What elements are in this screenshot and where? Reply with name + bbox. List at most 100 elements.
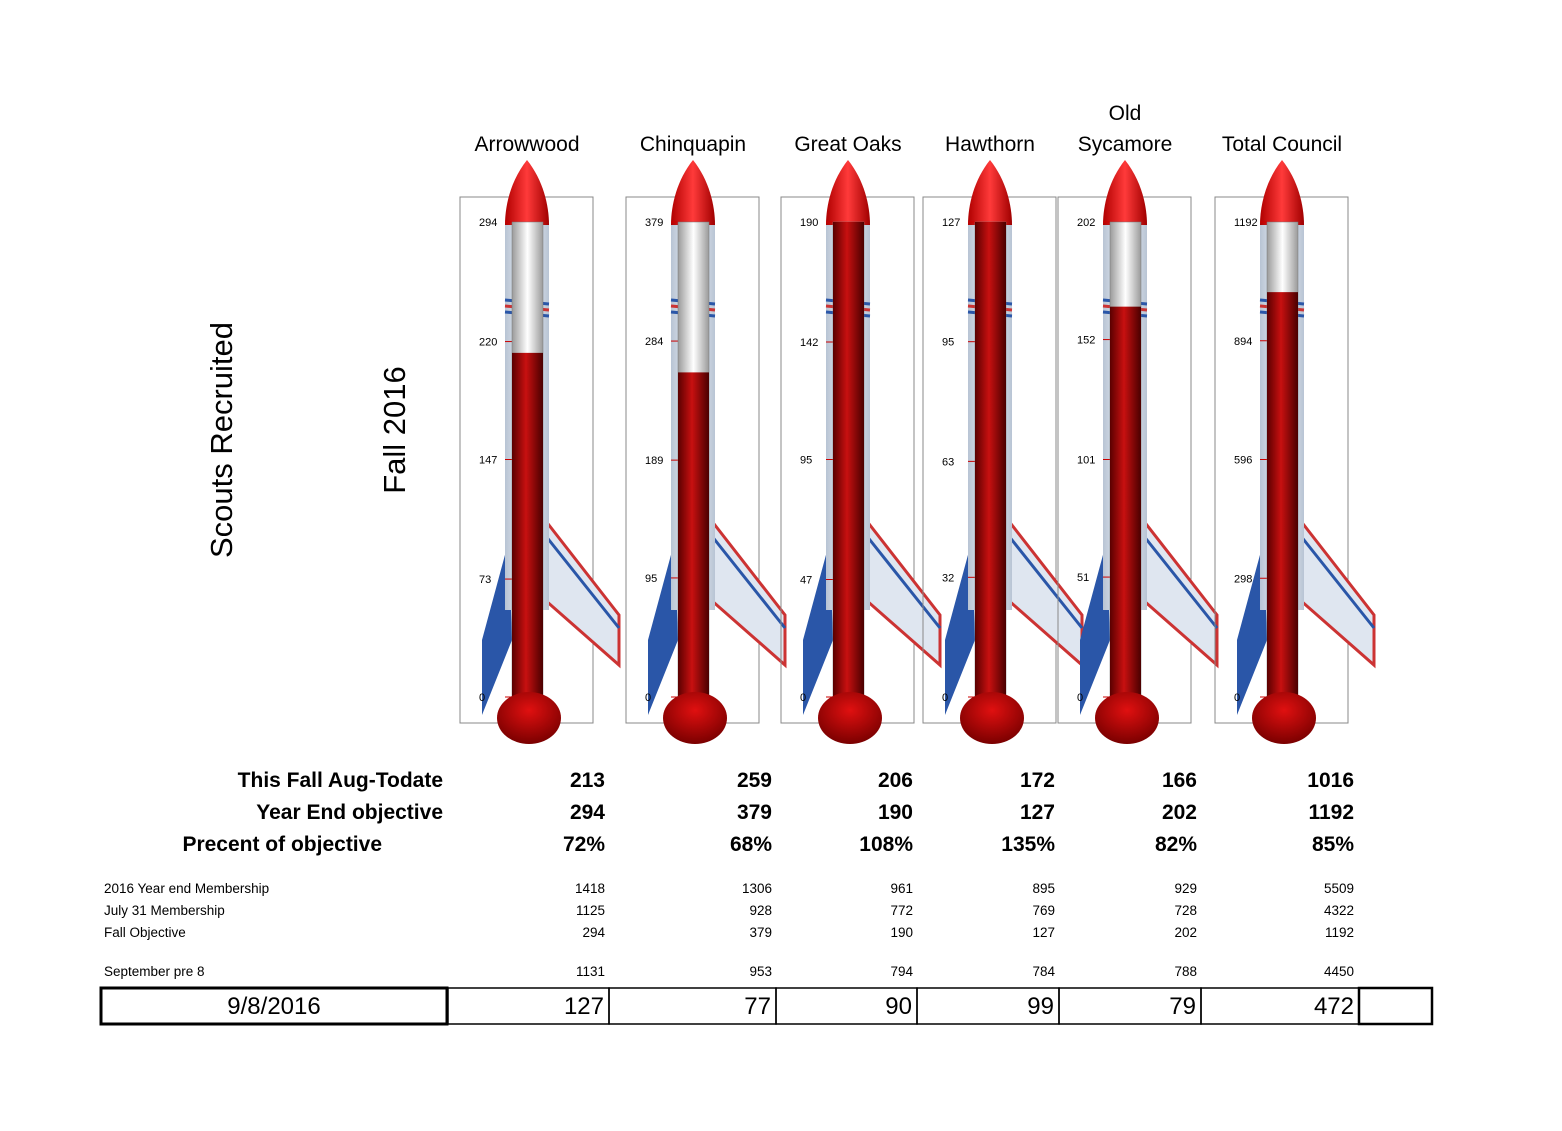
fin (1298, 515, 1376, 669)
y-tick-label: 0 (1077, 692, 1083, 704)
cell: 928 (749, 903, 772, 918)
nose-cone (1260, 160, 1304, 225)
fin (945, 540, 975, 715)
fin (1141, 515, 1219, 669)
date-cell (99, 986, 449, 1026)
thermometer-fill (1110, 306, 1141, 705)
nose-cone (505, 160, 549, 225)
row-label: September pre 8 (104, 964, 205, 979)
bulb (497, 692, 561, 744)
bulb (663, 692, 727, 744)
y-tick-label: 0 (645, 692, 651, 704)
y-tick-label: 152 (1077, 335, 1095, 347)
row-label: Fall Objective (104, 925, 186, 940)
rocket-decoration (648, 160, 787, 715)
date-label: 9/8/2016 (227, 993, 320, 1020)
row-label: Year End objective (256, 801, 443, 824)
side-title: Scouts Recruited (204, 322, 239, 558)
cell: 294 (582, 925, 605, 940)
y-tick-label: 95 (942, 337, 954, 349)
cell: 82% (1155, 833, 1197, 856)
fin (543, 515, 621, 669)
cell: 929 (1174, 881, 1197, 896)
fin (648, 540, 678, 715)
bulb (818, 692, 882, 744)
cell: 379 (737, 801, 772, 824)
cell: 769 (1032, 903, 1055, 918)
chart-title: Old Sycamore (1077, 102, 1173, 156)
cell: 259 (737, 769, 772, 792)
thermometer-fill (975, 222, 1006, 705)
value-cell (1357, 986, 1434, 1026)
side-subtitle: Fall 2016 (377, 366, 412, 494)
cell: 1418 (575, 881, 605, 896)
y-tick-label: 202 (1077, 217, 1095, 229)
y-tick-label: 147 (479, 455, 497, 467)
y-tick-label: 1192 (1234, 217, 1258, 229)
y-tick-label: 294 (479, 217, 497, 229)
thermometer-fill (1267, 292, 1298, 705)
y-tick-label: 379 (645, 217, 663, 229)
y-tick-label: 142 (800, 337, 818, 349)
cell: 5509 (1324, 881, 1354, 896)
y-tick-label: 101 (1077, 455, 1095, 467)
cell: 68% (730, 833, 772, 856)
fin (864, 515, 942, 669)
cell: 1192 (1325, 925, 1354, 940)
fin (1237, 540, 1267, 715)
cell: 90 (885, 993, 912, 1020)
y-tick-label: 127 (942, 217, 960, 229)
fin (1006, 515, 1084, 669)
fin (482, 540, 512, 715)
y-tick-label: 190 (800, 217, 818, 229)
rocket-decoration (482, 160, 621, 715)
thermometer-fill (512, 352, 543, 705)
row-label: July 31 Membership (104, 903, 225, 918)
cell: 953 (749, 964, 772, 979)
cell: 4450 (1324, 964, 1354, 979)
y-tick-label: 47 (800, 575, 812, 587)
y-tick-label: 894 (1234, 336, 1252, 348)
cell: 788 (1174, 964, 1197, 979)
bulb (1095, 692, 1159, 744)
y-tick-label: 0 (479, 692, 485, 704)
y-tick-label: 220 (479, 337, 497, 349)
y-tick-label: 0 (800, 692, 806, 704)
cell: 1016 (1307, 769, 1354, 792)
y-tick-label: 298 (1234, 573, 1252, 585)
cell: 135% (1001, 833, 1055, 856)
bulb (1252, 692, 1316, 744)
nose-cone (826, 160, 870, 225)
fin (709, 515, 787, 669)
cell: 190 (890, 925, 913, 940)
cell: 895 (1032, 881, 1055, 896)
chart-title: Arrowwood (474, 133, 580, 156)
fin-stripe (1006, 534, 1084, 629)
cell: 728 (1174, 903, 1197, 918)
cell: 1125 (576, 903, 605, 918)
cell: 99 (1027, 993, 1054, 1020)
y-tick-label: 0 (942, 692, 948, 704)
cell: 4322 (1324, 903, 1354, 918)
thermometer-fill (833, 222, 864, 705)
y-tick-label: 95 (800, 455, 812, 467)
chart-title: Chinquapin (639, 133, 747, 156)
y-tick-label: 596 (1234, 455, 1252, 467)
y-tick-label: 0 (1234, 692, 1240, 704)
chart-title: Great Oaks (794, 133, 902, 156)
cell: 772 (890, 903, 913, 918)
cell: 77 (744, 993, 771, 1020)
cell: 794 (890, 964, 913, 979)
y-tick-label: 73 (479, 574, 491, 586)
rocket-decoration (803, 160, 942, 715)
nose-cone (1103, 160, 1147, 225)
cell: 213 (570, 769, 605, 792)
thermometer-fill (678, 372, 709, 705)
fin-stripe (864, 534, 942, 629)
cell: 127 (564, 993, 604, 1020)
nose-cone (671, 160, 715, 225)
cell: 1192 (1308, 801, 1354, 824)
cell: 1306 (742, 881, 772, 896)
cell: 79 (1169, 993, 1196, 1020)
